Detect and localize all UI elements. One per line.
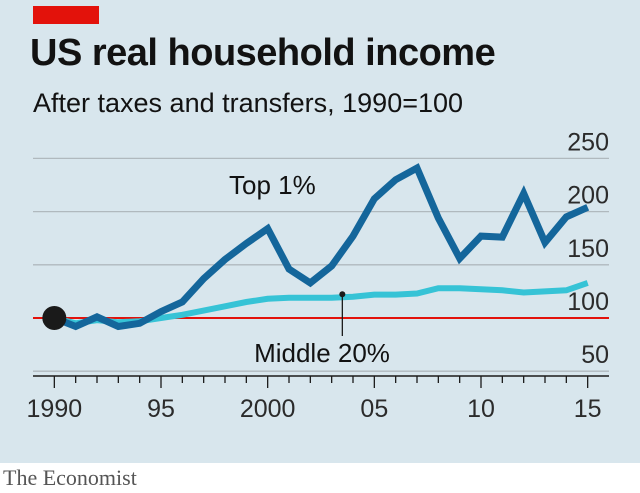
line-chart: 50 100 150 200 250 1990 95 2000 05 10 15 Top 1% Midd… [27, 128, 609, 423]
y-tick-label-200: 200 [567, 182, 609, 210]
y-tick-label-250: 250 [567, 128, 609, 156]
x-tick-label-1990: 1990 [27, 395, 83, 423]
series-line-top-1pct [53, 163, 590, 331]
x-tick-label-10: 10 [467, 395, 495, 423]
x-tick-label-95: 95 [147, 395, 175, 423]
annotation-top-1pct: Top 1% [229, 170, 316, 200]
footer: The Economist [0, 463, 640, 493]
chart-subtitle: After taxes and transfers, 1990=100 [33, 88, 464, 118]
y-tick-label-100: 100 [567, 288, 609, 316]
start-point-marker [42, 306, 67, 330]
x-tick-label-15: 15 [574, 395, 602, 423]
y-tick-label-50: 50 [581, 341, 609, 369]
annotation-middle-20pct: Middle 20% [254, 338, 390, 368]
source-credit: The Economist [3, 465, 137, 490]
y-tick-label-150: 150 [567, 235, 609, 263]
chart-title: US real household income [30, 32, 496, 74]
x-tick-label-2000: 2000 [240, 395, 296, 423]
x-tick-label-05: 05 [360, 395, 388, 423]
brand-tag [33, 6, 99, 24]
